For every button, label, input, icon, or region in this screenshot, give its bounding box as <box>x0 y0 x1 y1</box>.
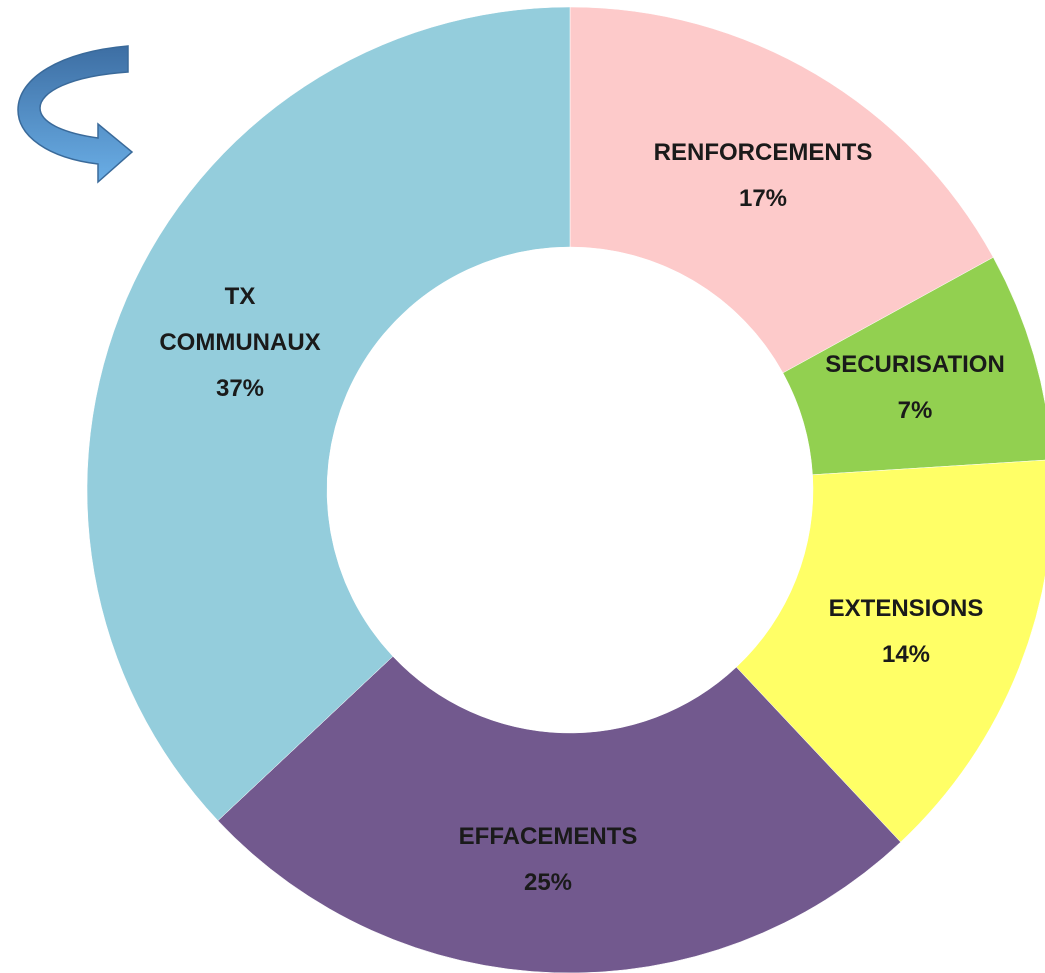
rotation-arrow-icon <box>17 45 134 184</box>
slice-label: TX COMMUNAUX 37% <box>159 274 320 412</box>
value-label: 14% <box>881 641 931 668</box>
donut-slice <box>217 655 901 973</box>
donut-slice <box>782 256 1045 476</box>
value-label: 17% <box>738 185 788 212</box>
slice-label: EXTENSIONS 14% <box>829 586 984 678</box>
value-label: 7% <box>897 397 933 424</box>
category-label: EXTENSIONS <box>828 595 984 622</box>
category-label: SECURISATION <box>825 351 1005 378</box>
slice-label: SECURISATION 7% <box>825 342 1005 434</box>
category-label: EFFACEMENTS <box>458 823 638 850</box>
donut-slice <box>735 459 1045 843</box>
category-label: TX COMMUNAUX <box>159 283 321 356</box>
slice-label: RENFORCEMENTS 17% <box>654 130 873 222</box>
donut-slice <box>86 6 571 821</box>
value-label: 25% <box>523 869 573 896</box>
slice-label: EFFACEMENTS 25% <box>459 814 638 906</box>
category-label: RENFORCEMENTS <box>653 139 873 166</box>
donut-slice <box>569 6 994 374</box>
value-label: 37% <box>215 375 265 402</box>
